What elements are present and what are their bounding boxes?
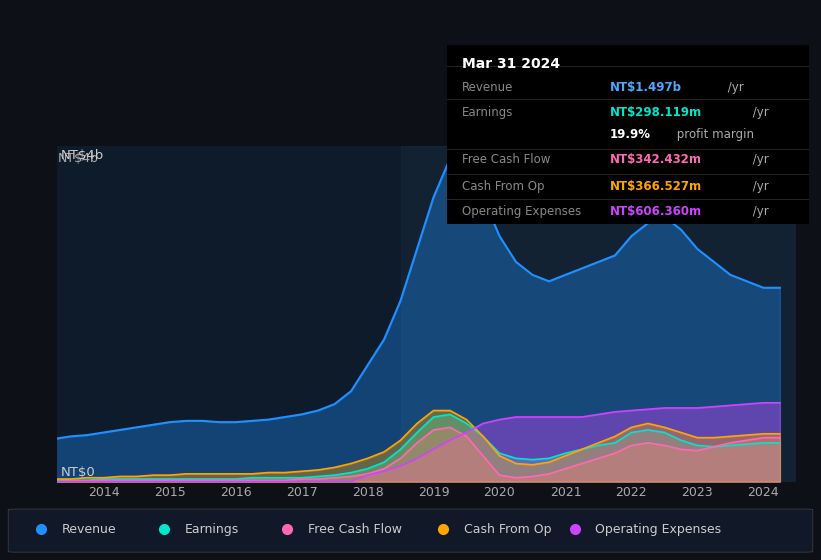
Text: Mar 31 2024: Mar 31 2024 (462, 57, 560, 71)
Text: Earnings: Earnings (462, 106, 513, 119)
Text: NT$4b: NT$4b (61, 150, 104, 162)
Text: /yr: /yr (749, 180, 768, 193)
Text: Revenue: Revenue (462, 81, 513, 94)
Text: Earnings: Earnings (185, 522, 239, 536)
Text: /yr: /yr (749, 205, 768, 218)
Text: Revenue: Revenue (62, 522, 117, 536)
Text: NT$1.497b: NT$1.497b (610, 81, 682, 94)
Text: NT$0: NT$0 (61, 466, 95, 479)
Text: NT$342.432m: NT$342.432m (610, 153, 702, 166)
Text: /yr: /yr (749, 153, 768, 166)
Text: Cash From Op: Cash From Op (464, 522, 552, 536)
Text: Cash From Op: Cash From Op (462, 180, 544, 193)
Text: Operating Expenses: Operating Expenses (462, 205, 581, 218)
Text: Free Cash Flow: Free Cash Flow (308, 522, 401, 536)
Text: profit margin: profit margin (673, 128, 754, 141)
Text: Free Cash Flow: Free Cash Flow (462, 153, 550, 166)
FancyBboxPatch shape (8, 509, 813, 552)
Bar (401, 146, 796, 482)
Text: NT$4b: NT$4b (57, 152, 99, 165)
Text: Operating Expenses: Operating Expenses (595, 522, 722, 536)
Text: NT$298.119m: NT$298.119m (610, 106, 702, 119)
Text: 19.9%: 19.9% (610, 128, 651, 141)
Text: NT$606.360m: NT$606.360m (610, 205, 702, 218)
Text: /yr: /yr (749, 106, 768, 119)
Text: NT$366.527m: NT$366.527m (610, 180, 702, 193)
Text: /yr: /yr (724, 81, 744, 94)
